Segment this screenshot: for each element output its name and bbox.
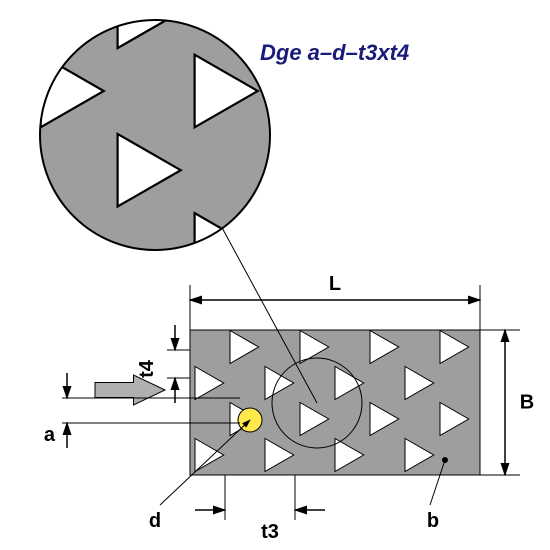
diagram-title: Dge a–d–t3xt4 (260, 40, 409, 65)
flow-arrow-icon (95, 375, 165, 405)
label-d: d (149, 510, 161, 532)
label-b-width: B (520, 392, 534, 414)
label-l: L (329, 273, 341, 295)
dot-b (442, 457, 448, 463)
perforated-plate (190, 330, 480, 475)
dimension-t3 (195, 475, 325, 520)
label-a: a (44, 424, 56, 446)
magnifier-view (0, 0, 514, 293)
label-b-margin: b (427, 510, 439, 532)
label-t3: t3 (261, 521, 279, 543)
label-t4: t4 (136, 359, 158, 378)
dimension-t4 (167, 325, 190, 403)
dimension-b (480, 330, 520, 475)
